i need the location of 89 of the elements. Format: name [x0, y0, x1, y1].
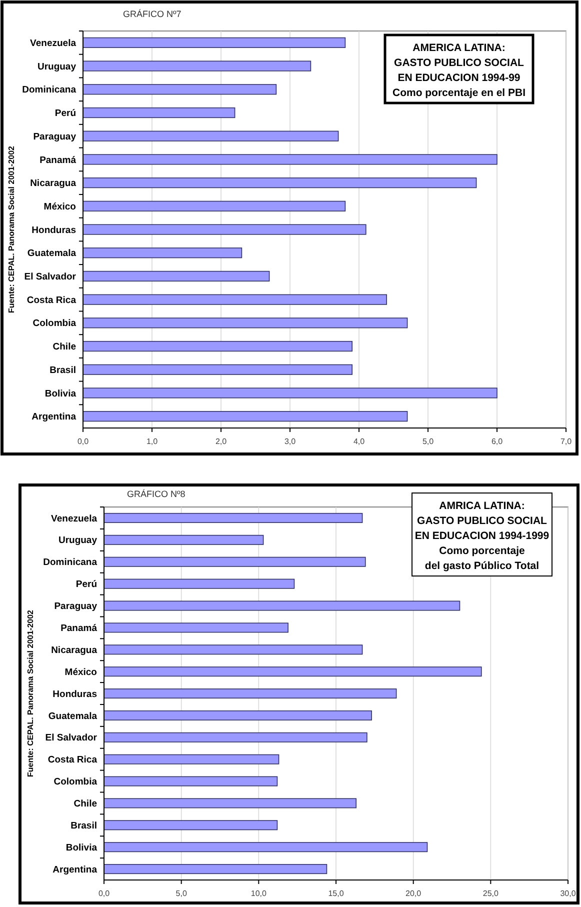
text: AMERICA LATINA: GASTO PUBLICO SOCIAL EN EDUCACION 1994-99 Como porcentaje en el PBI [392, 42, 526, 99]
y-tick-label: Chile [52, 342, 76, 353]
bar [82, 60, 312, 72]
y-tick-label: Panamá [40, 154, 77, 166]
y-tick-label: Argentina [52, 864, 98, 876]
x-tick-label: 4,0 [353, 437, 366, 446]
x-tick-label: 3,0 [284, 437, 296, 446]
bar [104, 710, 372, 720]
x-tick-label: 15,0 [328, 889, 344, 898]
bar [82, 107, 236, 118]
bar [104, 798, 357, 808]
bar [104, 864, 328, 874]
bar [104, 732, 368, 742]
y-tick-label: Brasil [50, 364, 76, 376]
x-tick-label: 2,0 [215, 437, 228, 446]
bar [104, 644, 363, 655]
y-tick-label: Perú [54, 108, 76, 120]
text: AMRICA LATINA: GASTO PUBLICO SOCIAL EN EDUCACION 1994-1999 Como porcentaje del gasto Público Total [414, 500, 550, 572]
y-tick-label: Paraguay [54, 601, 98, 612]
bar [82, 130, 339, 142]
bar [82, 340, 352, 352]
bar [104, 578, 295, 589]
x-tick-label: 10,0 [250, 889, 267, 898]
y-tick-label: Guatemala [48, 710, 98, 722]
y-axis-title: Fuente: CEPAL. Panorama Social 2001-2002 [7, 145, 16, 314]
y-tick-label: México [64, 666, 98, 678]
text: GRÁFICO Nº8 [127, 489, 186, 499]
bar [82, 411, 408, 422]
y-tick-label: El Salvador [24, 272, 76, 283]
y-tick-label: Paraguay [33, 131, 77, 142]
y-tick-label: El Salvador [45, 732, 98, 744]
y-tick-label: Colombia [54, 776, 98, 788]
bar [82, 364, 352, 375]
bar [104, 820, 278, 830]
bar [104, 776, 278, 786]
y-tick-label: Nicaragua [51, 644, 98, 656]
y-tick-label: Venezuela [51, 513, 98, 524]
bar [82, 177, 477, 188]
bar [104, 754, 280, 764]
x-tick-label: 7,0 [560, 437, 572, 446]
y-tick-label: Honduras [52, 688, 97, 700]
x-tick-label: 0,0 [98, 889, 110, 898]
bar [82, 200, 346, 212]
x-tick-label: 5,0 [176, 889, 188, 898]
y-tick-label: Dominicana [43, 557, 98, 568]
bar [104, 688, 397, 699]
bar [82, 154, 498, 165]
y-tick-label: Bolivia [44, 388, 77, 400]
bar [82, 294, 387, 305]
x-tick-label: 25,0 [482, 889, 499, 898]
y-tick-label: Venezuela [30, 38, 77, 49]
y-tick-label: Dominicana [22, 84, 77, 96]
y-tick-label: Costa Rica [48, 754, 98, 766]
bar [82, 388, 498, 398]
y-tick-label: Brasil [70, 820, 97, 832]
bar [104, 600, 460, 611]
y-tick-label: Guatemala [27, 248, 77, 260]
bar [104, 512, 363, 523]
bar [82, 318, 408, 328]
y-tick-label: Perú [76, 579, 98, 590]
x-tick-label: 0,0 [77, 437, 90, 446]
x-tick-label: 1,0 [146, 437, 158, 446]
bar [104, 534, 264, 545]
y-tick-label: Colombia [32, 318, 77, 330]
y-tick-label: Argentina [32, 412, 77, 423]
x-tick-label: 20,0 [406, 889, 422, 898]
y-tick-label: Chile [74, 798, 97, 810]
y-tick-label: Bolivia [66, 842, 98, 854]
bar [82, 84, 277, 95]
y-tick-label: Nicaragua [30, 178, 77, 190]
bar [104, 666, 482, 677]
y-tick-label: Panamá [60, 623, 98, 634]
y-tick-label: Honduras [32, 224, 76, 236]
y-tick-label: México [44, 201, 76, 212]
bar [82, 37, 346, 48]
bar [104, 842, 428, 852]
x-tick-label: 5,0 [422, 437, 434, 446]
bar [104, 556, 366, 567]
y-tick-label: Uruguay [58, 535, 98, 546]
y-axis-title: Fuente: CEPAL. Panorama Social 2001-2002 [26, 609, 35, 778]
bar [104, 622, 288, 633]
x-tick-label: 30,0 [560, 889, 576, 898]
bar [82, 248, 242, 258]
text: GRÁFICO Nº7 [123, 9, 182, 19]
x-tick-label: 6,0 [491, 437, 504, 446]
y-tick-label: Uruguay [37, 61, 77, 72]
bar [82, 224, 366, 235]
y-tick-label: Costa Rica [26, 294, 77, 306]
bar [82, 270, 270, 282]
